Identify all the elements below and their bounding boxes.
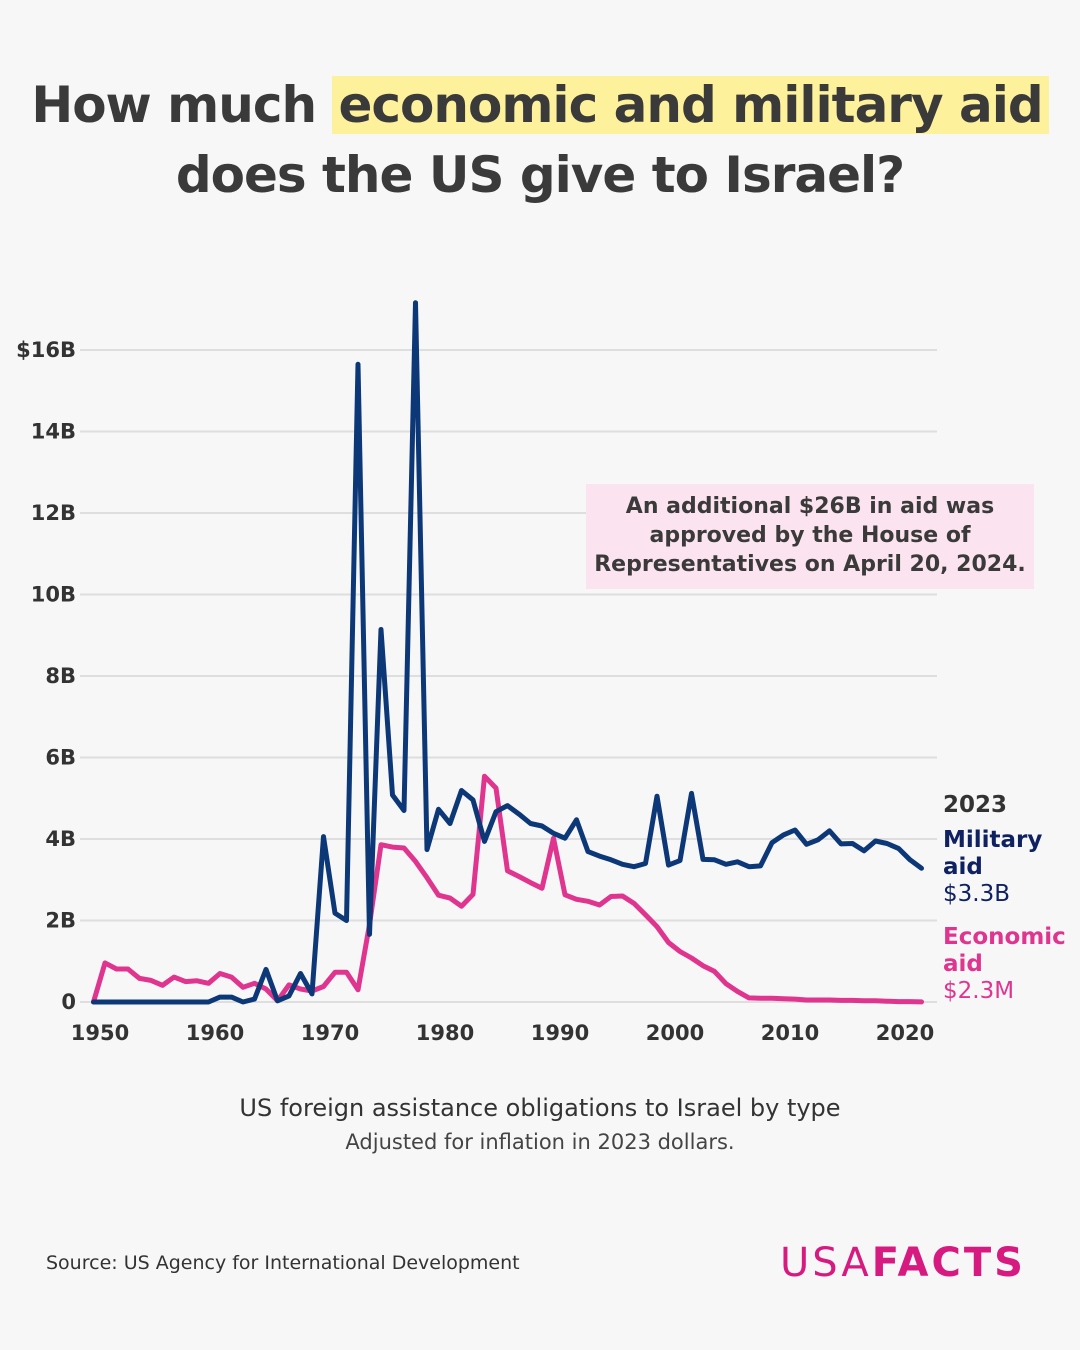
military-value: $3.3B bbox=[943, 881, 1010, 907]
economic-label: Economic aid bbox=[943, 924, 1066, 977]
series-lines bbox=[91, 300, 924, 1005]
title-line-1: How much economic and military aid bbox=[0, 76, 1080, 134]
y-axis: 0 2B 4B 6B 8B 10B 12B 14B $16B bbox=[16, 338, 76, 1014]
annotation-box: An additional $26B in aid was approved b… bbox=[586, 484, 1034, 589]
end-label-military: Military aid $3.3B bbox=[943, 827, 1043, 908]
y-tick-label: 0 bbox=[61, 990, 76, 1014]
gridlines bbox=[80, 349, 937, 1003]
x-tick-label: 1990 bbox=[531, 1021, 589, 1045]
title-line-2: does the US give to Israel? bbox=[175, 146, 905, 204]
end-label-year: 2023 bbox=[943, 792, 1008, 818]
y-tick-label: 2B bbox=[45, 909, 76, 933]
x-tick-label: 2020 bbox=[876, 1021, 934, 1045]
logo-bold: FACTS bbox=[871, 1240, 1026, 1286]
x-tick-label: 1970 bbox=[301, 1021, 359, 1045]
economic-value: $2.3M bbox=[943, 978, 1015, 1004]
y-tick-label: 6B bbox=[45, 746, 76, 770]
chart-note: Adjusted for inflation in 2023 dollars. bbox=[345, 1130, 735, 1154]
y-tick-label: $16B bbox=[16, 338, 76, 362]
x-tick-label: 1950 bbox=[71, 1021, 129, 1045]
y-tick-label: 4B bbox=[45, 827, 76, 851]
x-tick-label: 1980 bbox=[416, 1021, 474, 1045]
title-highlight: economic and military aid bbox=[332, 76, 1049, 134]
logo-light: USA bbox=[780, 1240, 872, 1286]
y-tick-label: 8B bbox=[45, 664, 76, 688]
x-tick-label: 1960 bbox=[186, 1021, 244, 1045]
usafacts-logo: USAFACTS bbox=[780, 1240, 1026, 1286]
y-tick-label: 12B bbox=[31, 501, 76, 525]
military-aid-line bbox=[91, 300, 924, 1005]
x-tick-label: 2000 bbox=[646, 1021, 704, 1045]
x-tick-label: 2010 bbox=[761, 1021, 819, 1045]
source: Source: US Agency for International Deve… bbox=[46, 1252, 520, 1274]
x-axis: 1950 1960 1970 1980 1990 2000 2010 2020 bbox=[71, 1021, 934, 1045]
chart-subtitle: US foreign assistance obligations to Isr… bbox=[239, 1094, 841, 1122]
y-tick-label: 10B bbox=[31, 583, 76, 607]
title-text: How much bbox=[31, 76, 333, 134]
military-label: Military aid bbox=[943, 827, 1043, 880]
y-tick-label: 14B bbox=[31, 420, 76, 444]
end-label-economic: Economic aid $2.3M bbox=[943, 924, 1066, 1005]
economic-aid-line bbox=[91, 773, 924, 1005]
